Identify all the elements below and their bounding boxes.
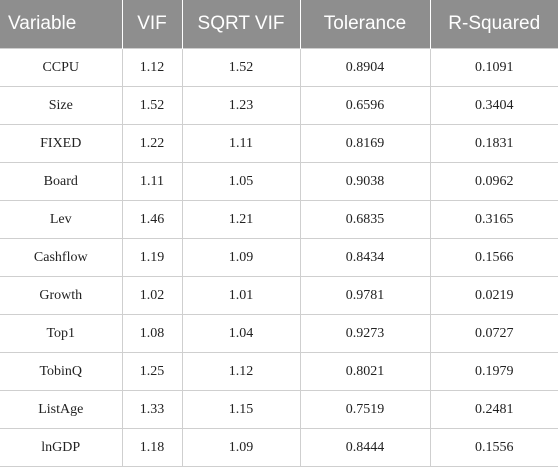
cell-variable: CCPU [0,48,123,87]
cell-tolerance: 0.7519 [299,390,431,429]
cell-vif: 1.08 [121,314,183,353]
cell-r-squared: 0.0219 [429,276,558,315]
cell-sqrt-vif: 1.09 [181,428,301,467]
table-header: Variable VIF SQRT VIF Tolerance R-Square… [0,0,558,49]
cell-sqrt-vif: 1.05 [181,162,301,201]
cell-sqrt-vif: 1.15 [181,390,301,429]
cell-variable: TobinQ [0,352,123,391]
table-row: Board 1.11 1.05 0.9038 0.0962 [0,162,558,201]
cell-sqrt-vif: 1.12 [181,352,301,391]
cell-r-squared: 0.3165 [429,200,558,239]
cell-variable: Lev [0,200,123,239]
cell-tolerance: 0.8904 [299,48,431,87]
cell-variable: Growth [0,276,123,315]
cell-r-squared: 0.3404 [429,86,558,125]
header-tolerance: Tolerance [299,0,430,49]
cell-variable: FIXED [0,124,123,163]
table-row: Growth 1.02 1.01 0.9781 0.0219 [0,276,558,315]
cell-r-squared: 0.1831 [429,124,558,163]
table-row: Lev 1.46 1.21 0.6835 0.3165 [0,200,558,239]
cell-vif: 1.22 [121,124,183,163]
table-row: Cashflow 1.19 1.09 0.8434 0.1566 [0,238,558,277]
cell-vif: 1.18 [121,428,183,467]
cell-r-squared: 0.0727 [429,314,558,353]
cell-sqrt-vif: 1.23 [181,86,301,125]
cell-vif: 1.52 [121,86,183,125]
header-variable: Variable [0,0,122,49]
table-row: TobinQ 1.25 1.12 0.8021 0.1979 [0,352,558,391]
cell-vif: 1.12 [121,48,183,87]
table-row: lnGDP 1.18 1.09 0.8444 0.1556 [0,428,558,467]
cell-sqrt-vif: 1.11 [181,124,301,163]
cell-sqrt-vif: 1.09 [181,238,301,277]
cell-sqrt-vif: 1.01 [181,276,301,315]
cell-vif: 1.33 [121,390,183,429]
table-body: CCPU 1.12 1.52 0.8904 0.1091 Size 1.52 1… [0,48,558,467]
table-row: ListAge 1.33 1.15 0.7519 0.2481 [0,390,558,429]
table-row: FIXED 1.22 1.11 0.8169 0.1831 [0,124,558,163]
cell-tolerance: 0.9273 [299,314,431,353]
cell-variable: ListAge [0,390,123,429]
cell-r-squared: 0.2481 [429,390,558,429]
cell-tolerance: 0.8021 [299,352,431,391]
cell-vif: 1.25 [121,352,183,391]
cell-tolerance: 0.8444 [299,428,431,467]
header-vif: VIF [121,0,182,49]
cell-vif: 1.11 [121,162,183,201]
header-sqrt-vif: SQRT VIF [181,0,300,49]
cell-r-squared: 0.1091 [429,48,558,87]
cell-sqrt-vif: 1.04 [181,314,301,353]
cell-variable: Top1 [0,314,123,353]
cell-vif: 1.02 [121,276,183,315]
cell-sqrt-vif: 1.21 [181,200,301,239]
cell-vif: 1.19 [121,238,183,277]
cell-tolerance: 0.8169 [299,124,431,163]
cell-variable: Cashflow [0,238,123,277]
cell-variable: Board [0,162,123,201]
cell-r-squared: 0.1556 [429,428,558,467]
cell-variable: Size [0,86,123,125]
table-row: Top1 1.08 1.04 0.9273 0.0727 [0,314,558,353]
cell-tolerance: 0.8434 [299,238,431,277]
cell-vif: 1.46 [121,200,183,239]
cell-tolerance: 0.9781 [299,276,431,315]
cell-variable: lnGDP [0,428,123,467]
header-r-squared: R-Squared [429,0,558,49]
table-row: CCPU 1.12 1.52 0.8904 0.1091 [0,48,558,87]
cell-r-squared: 0.1979 [429,352,558,391]
cell-tolerance: 0.6835 [299,200,431,239]
cell-sqrt-vif: 1.52 [181,48,301,87]
cell-tolerance: 0.9038 [299,162,431,201]
cell-r-squared: 0.0962 [429,162,558,201]
table-row: Size 1.52 1.23 0.6596 0.3404 [0,86,558,125]
header-row: Variable VIF SQRT VIF Tolerance R-Square… [0,0,558,49]
cell-tolerance: 0.6596 [299,86,431,125]
cell-r-squared: 0.1566 [429,238,558,277]
